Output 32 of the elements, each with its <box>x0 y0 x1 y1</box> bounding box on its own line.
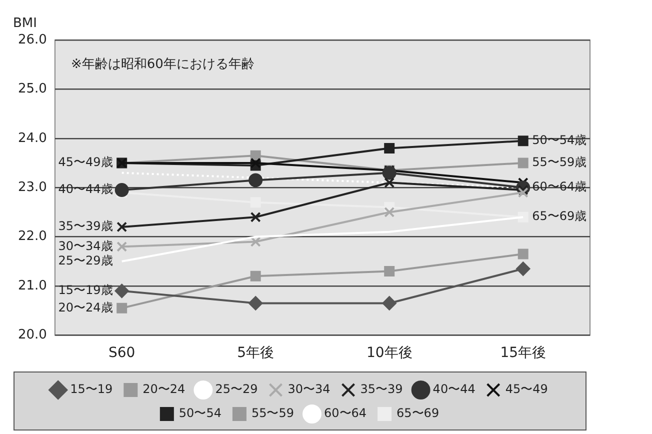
annotation: 45〜49歳 <box>58 155 113 170</box>
y-tick-label: 22.0 <box>18 229 47 244</box>
legend-label: 15〜19 <box>70 382 113 396</box>
annotation: 25〜29歳 <box>58 254 113 268</box>
y-tick-label: 23.0 <box>18 180 47 195</box>
legend-label: 35〜39 <box>360 382 403 396</box>
legend-label: 40〜44 <box>432 382 476 396</box>
annotation: 20〜24歳 <box>58 300 113 314</box>
x-tick-label: 15年後 <box>500 345 546 362</box>
legend-label: 65〜69 <box>396 406 440 420</box>
y-tick-label: 24.0 <box>18 130 47 146</box>
x-tick-label: 10年後 <box>366 345 412 362</box>
y-tick-label: 26.0 <box>18 32 47 48</box>
annotation: ※年齢は昭和60年における年齢 <box>70 56 254 72</box>
legend-label: 60〜64 <box>324 406 367 420</box>
annotation: 65〜69歳 <box>532 209 587 224</box>
annotation: 55〜59歳 <box>532 155 587 170</box>
x-tick-label: 5年後 <box>237 345 274 362</box>
annotation: 15〜19歳 <box>58 283 113 298</box>
legend-label: 50〜54 <box>178 406 222 420</box>
legend-label: 45〜49 <box>505 382 548 396</box>
y-tick-label: 25.0 <box>18 82 47 97</box>
y-tick-label: 21.0 <box>18 278 47 294</box>
y-tick-label: 20.0 <box>18 328 47 343</box>
legend-label: 30〜34 <box>288 382 330 396</box>
legend-label: 20〜24 <box>142 382 186 396</box>
y-axis-title: BMI <box>12 16 37 31</box>
annotation: 30〜34歳 <box>58 238 113 253</box>
legend-label: 25〜29 <box>215 382 258 396</box>
x-tick-label: S60 <box>108 345 136 362</box>
annotation: 35〜39歳 <box>58 219 113 234</box>
legend-label: 55〜59 <box>251 406 294 420</box>
